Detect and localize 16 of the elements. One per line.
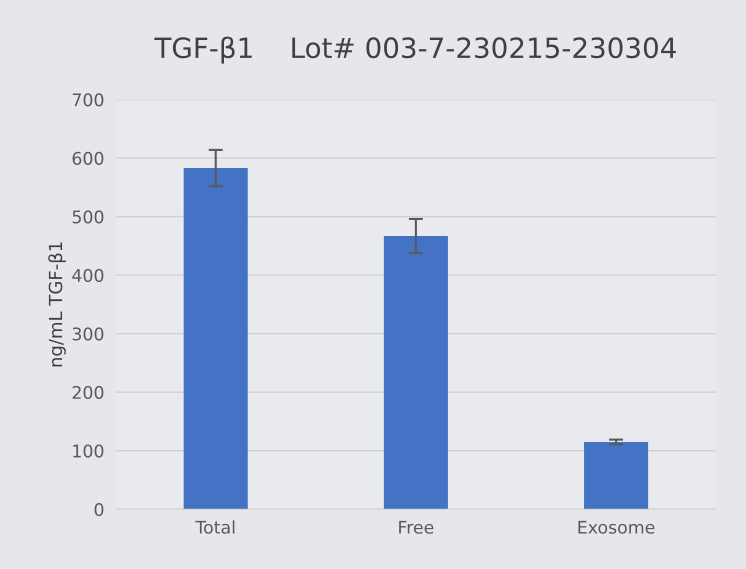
y-tick-label: 200 xyxy=(72,386,104,400)
bar xyxy=(384,236,448,510)
x-tick-label: Total xyxy=(195,520,234,534)
bar xyxy=(184,168,248,510)
y-tick-label: 400 xyxy=(72,268,104,282)
y-tick-label: 700 xyxy=(72,93,104,106)
y-axis-title: ng/mL TGF-β1 xyxy=(48,242,66,366)
chart-title: TGF-β1 Lot# 003-7-230215-230304 xyxy=(154,36,676,64)
y-tick-label: 300 xyxy=(72,327,104,341)
y-tick-label: 600 xyxy=(72,152,104,165)
x-tick-label: Exosome xyxy=(578,520,654,534)
x-tick-label: Free xyxy=(399,520,434,534)
y-tick-label: 100 xyxy=(73,444,104,458)
y-tick-label: 500 xyxy=(72,210,104,224)
bar xyxy=(584,442,648,510)
y-tick-label: 0 xyxy=(94,502,104,516)
